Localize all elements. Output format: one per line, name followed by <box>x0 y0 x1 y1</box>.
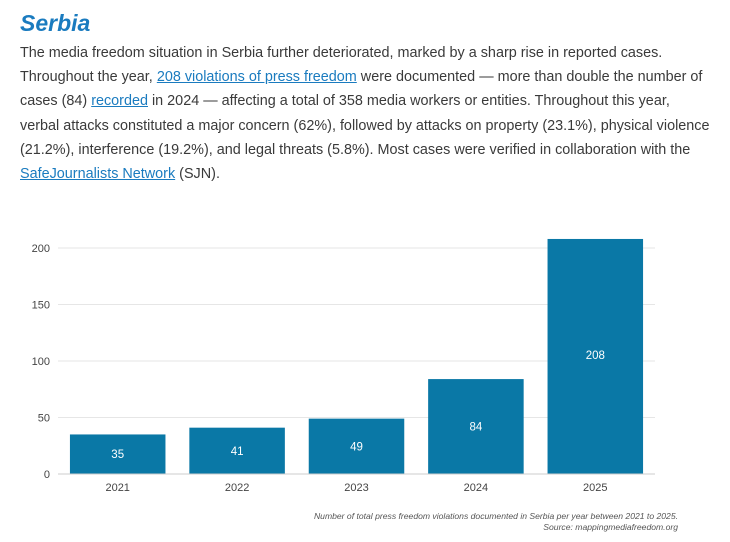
safejournalists-link[interactable]: SafeJournalists Network <box>20 166 176 183</box>
y-tick-label: 200 <box>32 243 50 255</box>
bar <box>428 379 524 474</box>
chart-caption: Number of total press freedom violations… <box>314 511 678 533</box>
x-tick-label: 2022 <box>225 482 249 494</box>
x-tick-label: 2021 <box>105 482 129 494</box>
bar <box>189 427 285 474</box>
caption-source: Source: mappingmediafreedom.org <box>543 522 678 532</box>
recorded-link[interactable]: recorded <box>91 93 148 110</box>
intro-text-2: were documented — more than double the n… <box>20 69 703 110</box>
bar-value-label: 41 <box>231 446 244 458</box>
bar <box>308 418 405 474</box>
intro-text-4: (SJN). <box>175 166 220 183</box>
y-tick-label: 50 <box>38 413 50 425</box>
y-tick-label: 150 <box>32 300 50 312</box>
country-title: Serbia <box>20 10 91 36</box>
bar <box>69 434 166 474</box>
bar <box>547 238 644 474</box>
bar-value-label: 208 <box>586 350 605 362</box>
bar-value-label: 35 <box>111 449 124 461</box>
x-tick-label: 2025 <box>583 482 607 494</box>
intro-text-1: The media freedom situation in Serbia fu… <box>20 45 663 86</box>
y-tick-label: 0 <box>44 469 50 481</box>
bar-value-label: 49 <box>350 441 363 453</box>
caption-description: Number of total press freedom violations… <box>313 511 678 521</box>
intro-paragraph: The media freedom situation in Serbia fu… <box>20 41 710 186</box>
x-tick-label: 2024 <box>464 482 488 494</box>
violations-bar-chart: 0 50 100 150 200 35 2021 41 2022 49 2023 84 2024 208 2… <box>32 238 655 494</box>
intro-text-3: in 2024 — affecting a total of 358 media… <box>20 93 710 158</box>
x-tick-label: 2023 <box>344 482 368 494</box>
y-tick-label: 100 <box>32 356 50 368</box>
bar-value-label: 84 <box>470 422 483 434</box>
violations-link[interactable]: 208 violations of press freedom <box>156 69 357 86</box>
